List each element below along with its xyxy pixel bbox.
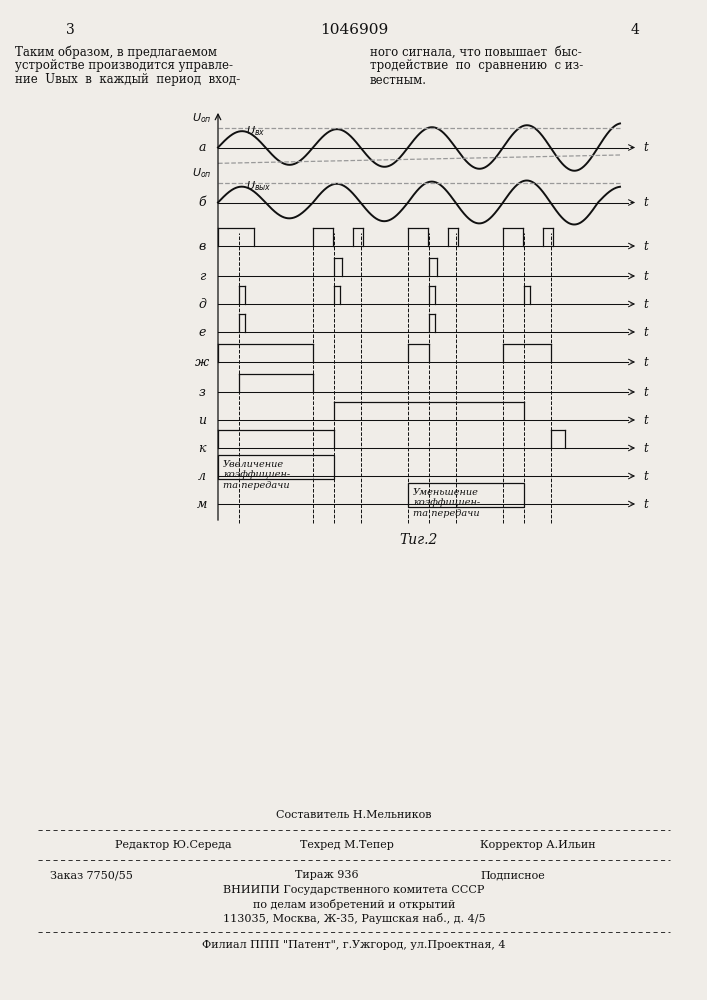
Text: вестным.: вестным.	[370, 74, 427, 87]
Text: з: з	[199, 385, 206, 398]
Text: 3: 3	[66, 23, 74, 37]
Text: t: t	[643, 470, 648, 483]
Text: б: б	[198, 196, 206, 209]
Text: t: t	[643, 497, 648, 510]
Text: Тираж 936: Тираж 936	[295, 870, 358, 880]
Text: 1046909: 1046909	[320, 23, 388, 37]
Text: тродействие  по  сравнению  с из-: тродействие по сравнению с из-	[370, 60, 583, 73]
Text: Уменьшение
коэффициен-
та передачи: Уменьшение коэффициен- та передачи	[413, 488, 480, 518]
Text: Редактор Ю.Середа: Редактор Ю.Середа	[115, 840, 232, 850]
Text: е: е	[198, 326, 206, 338]
Text: д: д	[198, 298, 206, 310]
Text: ние  Uвых  в  каждый  период  вход-: ние Uвых в каждый период вход-	[15, 74, 240, 87]
Text: м: м	[197, 497, 207, 510]
Text: Таким образом, в предлагаемом: Таким образом, в предлагаемом	[15, 45, 217, 59]
Text: Подписное: Подписное	[480, 870, 545, 880]
Text: ж: ж	[195, 356, 209, 368]
Text: г: г	[199, 269, 205, 282]
Text: t: t	[643, 326, 648, 338]
Text: и: и	[198, 414, 206, 426]
Text: $U_{вых}$: $U_{вых}$	[246, 179, 271, 193]
Text: t: t	[643, 442, 648, 454]
Bar	[218, 455, 334, 479]
Text: Корректор А.Ильин: Корректор А.Ильин	[480, 840, 595, 850]
Text: t: t	[643, 356, 648, 368]
Text: 113035, Москва, Ж-35, Раушская наб., д. 4/5: 113035, Москва, Ж-35, Раушская наб., д. …	[223, 912, 485, 924]
Text: t: t	[643, 196, 648, 209]
Text: ного сигнала, что повышает  быс-: ного сигнала, что повышает быс-	[370, 45, 582, 58]
Text: устройстве производится управле-: устройстве производится управле-	[15, 60, 233, 73]
Text: t: t	[643, 239, 648, 252]
Text: л: л	[198, 470, 206, 483]
Text: Τиг.2: Τиг.2	[400, 533, 438, 547]
Text: ВНИИПИ Государственного комитета СССР: ВНИИПИ Государственного комитета СССР	[223, 885, 485, 895]
Text: по делам изобретений и открытий: по делам изобретений и открытий	[253, 898, 455, 910]
Text: Заказ 7750/55: Заказ 7750/55	[50, 870, 133, 880]
Text: $U_{вх}$: $U_{вх}$	[246, 124, 265, 138]
Text: t: t	[643, 141, 648, 154]
Text: t: t	[643, 385, 648, 398]
Text: t: t	[643, 298, 648, 310]
Text: t: t	[643, 414, 648, 426]
Text: к: к	[198, 442, 206, 454]
Text: а: а	[198, 141, 206, 154]
Text: 4: 4	[631, 23, 639, 37]
Text: Составитель Н.Мельников: Составитель Н.Мельников	[276, 810, 432, 820]
Text: в: в	[199, 239, 206, 252]
Text: Филиал ППП "Патент", г.Ужгород, ул.Проектная, 4: Филиал ППП "Патент", г.Ужгород, ул.Проек…	[202, 940, 506, 950]
Text: $U_{оп}$: $U_{оп}$	[192, 166, 212, 180]
Text: Увеличение
коэффициен-
та передачи: Увеличение коэффициен- та передачи	[223, 460, 290, 490]
Text: t: t	[643, 269, 648, 282]
Text: $U_{оп}$: $U_{оп}$	[192, 111, 212, 125]
Text: Техред М.Тепер: Техред М.Тепер	[300, 840, 394, 850]
Bar	[408, 483, 524, 507]
